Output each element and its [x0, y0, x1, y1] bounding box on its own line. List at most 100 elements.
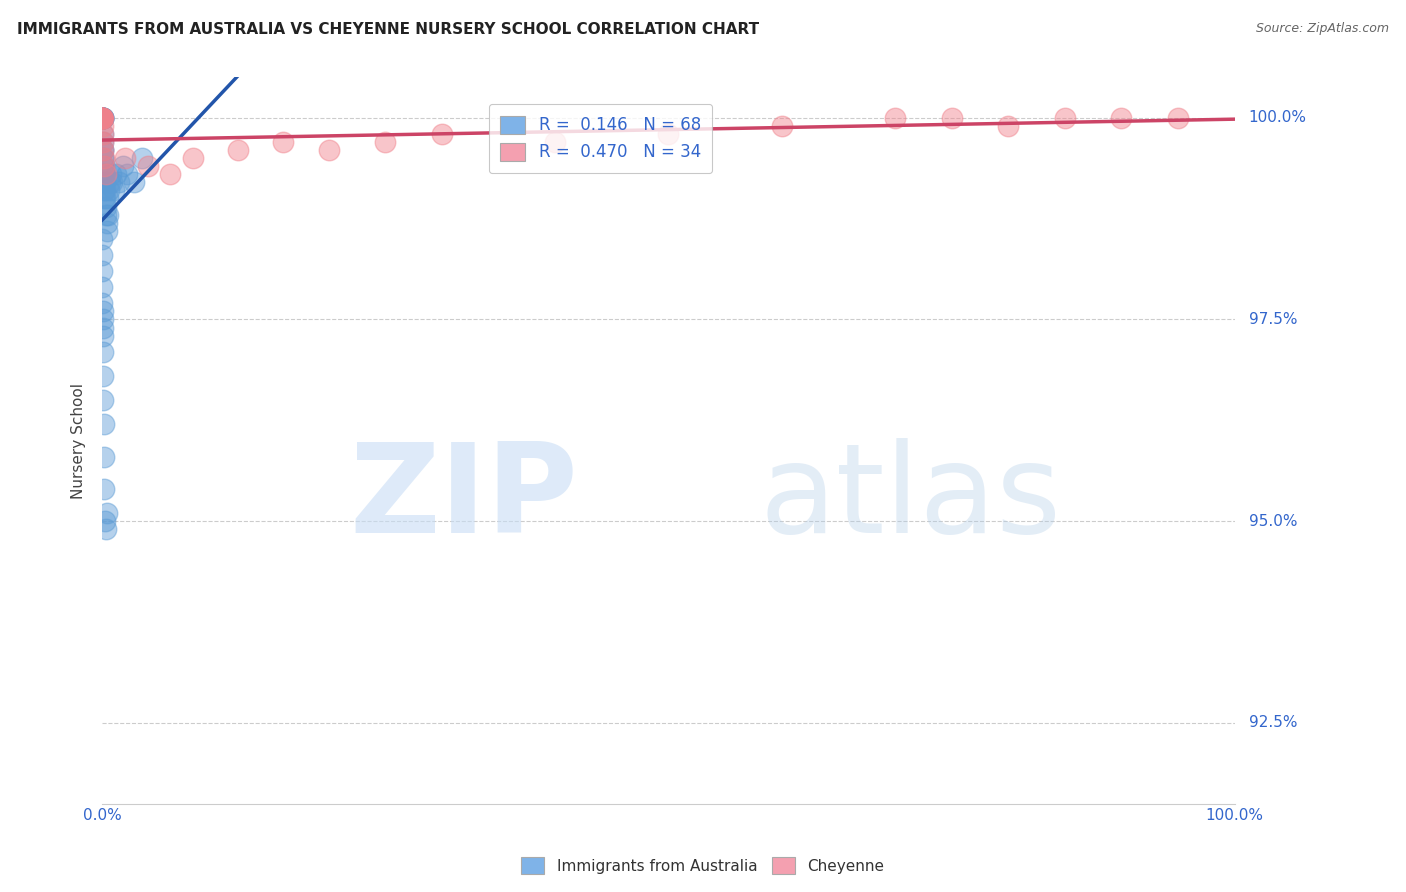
Point — [93, 175, 115, 189]
Point — [91, 111, 114, 125]
Point — [91, 312, 114, 326]
Point — [94, 167, 117, 181]
Point — [93, 183, 115, 197]
Point — [91, 111, 114, 125]
Point — [181, 151, 204, 165]
Point — [91, 111, 114, 125]
Point — [91, 111, 114, 125]
Point — [1053, 111, 1076, 125]
Point — [91, 143, 114, 157]
Point — [93, 450, 115, 464]
Point — [93, 167, 115, 181]
Point — [1111, 111, 1133, 125]
Point — [91, 111, 114, 125]
Point — [91, 111, 114, 125]
Point — [91, 320, 114, 334]
Legend: Immigrants from Australia, Cheyenne: Immigrants from Australia, Cheyenne — [515, 851, 891, 880]
Point — [544, 135, 567, 149]
Point — [91, 296, 114, 310]
Point — [97, 208, 120, 222]
Point — [1167, 111, 1189, 125]
Point — [91, 111, 114, 125]
Point — [93, 143, 115, 157]
Point — [91, 111, 114, 125]
Point — [96, 208, 118, 222]
Point — [91, 111, 114, 125]
Point — [91, 111, 114, 125]
Point — [93, 393, 115, 408]
Point — [91, 111, 114, 125]
Text: ZIP: ZIP — [349, 438, 578, 559]
Point — [114, 151, 136, 165]
Point — [91, 111, 114, 125]
Point — [91, 369, 114, 384]
Point — [100, 167, 122, 181]
Y-axis label: Nursery School: Nursery School — [72, 383, 86, 499]
Point — [104, 167, 127, 181]
Point — [91, 135, 114, 149]
Point — [97, 191, 120, 205]
Point — [91, 111, 114, 125]
Point — [91, 304, 114, 318]
Point — [91, 111, 114, 125]
Text: 92.5%: 92.5% — [1249, 715, 1298, 731]
Point — [91, 328, 114, 343]
Point — [93, 151, 115, 165]
Point — [98, 183, 121, 197]
Point — [273, 135, 295, 149]
Text: Source: ZipAtlas.com: Source: ZipAtlas.com — [1256, 22, 1389, 36]
Point — [91, 344, 114, 359]
Point — [94, 514, 117, 528]
Point — [94, 522, 117, 536]
Point — [96, 224, 118, 238]
Point — [159, 167, 181, 181]
Point — [91, 135, 114, 149]
Point — [101, 175, 124, 189]
Legend: R =  0.146   N = 68, R =  0.470   N = 34: R = 0.146 N = 68, R = 0.470 N = 34 — [488, 104, 713, 173]
Point — [122, 175, 145, 189]
Point — [91, 111, 114, 125]
Text: atlas: atlas — [759, 438, 1062, 559]
Point — [91, 127, 114, 141]
Point — [94, 191, 117, 205]
Point — [93, 191, 115, 205]
Point — [91, 111, 114, 125]
Point — [91, 111, 114, 125]
Point — [91, 111, 114, 125]
Point — [91, 111, 114, 125]
Point — [93, 482, 115, 496]
Point — [103, 183, 125, 197]
Point — [94, 183, 117, 197]
Point — [91, 111, 114, 125]
Point — [997, 119, 1019, 133]
Point — [318, 143, 340, 157]
Point — [91, 111, 114, 125]
Point — [93, 167, 115, 181]
Point — [91, 232, 114, 246]
Point — [91, 127, 114, 141]
Point — [96, 506, 118, 520]
Point — [136, 159, 159, 173]
Point — [884, 111, 907, 125]
Point — [108, 175, 131, 189]
Point — [93, 151, 115, 165]
Point — [91, 119, 114, 133]
Point — [91, 111, 114, 125]
Text: 95.0%: 95.0% — [1249, 514, 1298, 529]
Point — [91, 248, 114, 262]
Point — [430, 127, 453, 141]
Point — [91, 159, 114, 173]
Point — [770, 119, 793, 133]
Point — [93, 143, 115, 157]
Point — [94, 200, 117, 214]
Point — [131, 151, 153, 165]
Point — [93, 417, 115, 432]
Point — [98, 175, 121, 189]
Point — [115, 167, 138, 181]
Point — [374, 135, 396, 149]
Text: IMMIGRANTS FROM AUSTRALIA VS CHEYENNE NURSERY SCHOOL CORRELATION CHART: IMMIGRANTS FROM AUSTRALIA VS CHEYENNE NU… — [17, 22, 759, 37]
Point — [91, 264, 114, 278]
Point — [226, 143, 249, 157]
Point — [91, 111, 114, 125]
Point — [657, 127, 679, 141]
